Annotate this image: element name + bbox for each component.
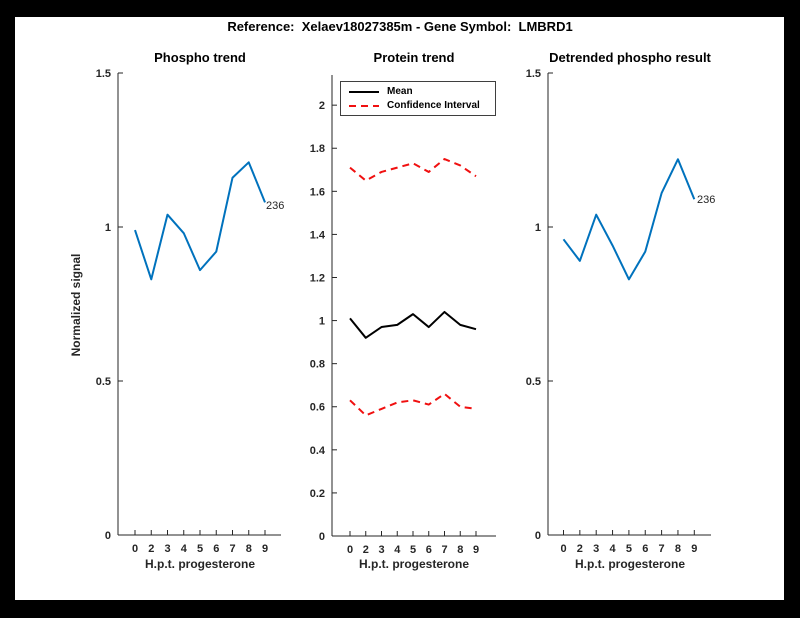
- y-tick-label: 1.4: [310, 229, 326, 241]
- data-line-detrended-phospho-signal: [562, 158, 696, 281]
- x-tick-label: 3: [378, 544, 384, 556]
- y-tick-label: 0.5: [526, 376, 541, 388]
- x-axis-label-2: H.p.t. progesterone: [358, 557, 469, 571]
- x-tick-label: 2: [363, 544, 369, 556]
- x-tick-label: 4: [394, 544, 401, 556]
- y-tick-label: 0: [535, 530, 541, 542]
- x-tick-label: 7: [441, 544, 447, 556]
- data-line-confidence-interval-upper: [349, 158, 477, 182]
- y-tick-label: 0: [105, 530, 111, 542]
- legend-line-sample-solid: [349, 90, 379, 93]
- x-tick-label: 9: [473, 544, 479, 556]
- y-tick-label: 1: [319, 316, 325, 328]
- x-tick-label: 6: [642, 543, 648, 555]
- y-tick-label: 1.5: [526, 68, 541, 80]
- y-tick-label: 1.2: [310, 272, 325, 284]
- y-tick-label: 0.2: [310, 488, 325, 500]
- endpoint-label-phospho: 236: [266, 200, 285, 212]
- y-tick-label: 0.4: [310, 445, 326, 457]
- y-tick-label: 0.8: [310, 359, 325, 371]
- x-tick-label: 9: [262, 543, 268, 555]
- x-tick-label: 5: [197, 543, 203, 555]
- y-tick-label: 1.8: [310, 143, 325, 155]
- subplot-title-phospho-trend: Phospho trend: [154, 50, 246, 65]
- legend-label-mean: Mean: [387, 86, 413, 97]
- endpoint-label-detrended: 236: [697, 194, 716, 206]
- data-line-confidence-interval-lower: [349, 392, 477, 417]
- legend-entry-mean: Mean: [349, 85, 495, 98]
- x-tick-label: 0: [132, 543, 138, 555]
- x-tick-label: 4: [181, 543, 188, 555]
- y-tick-label: 2: [319, 100, 325, 112]
- x-tick-label: 8: [457, 544, 463, 556]
- figure-title: Reference: Xelaev18027385m - Gene Symbol…: [227, 19, 573, 34]
- x-tick-label: 3: [164, 543, 170, 555]
- y-axis-label: Normalized signal: [69, 253, 83, 357]
- x-tick-label: 0: [560, 543, 566, 555]
- x-tick-label: 6: [213, 543, 219, 555]
- y-tick-label: 0.6: [310, 402, 325, 414]
- x-tick-label: 2: [148, 543, 154, 555]
- x-tick-label: 5: [410, 544, 416, 556]
- legend-line-sample-dashed: [349, 104, 379, 107]
- y-tick-label: 0: [319, 531, 325, 543]
- x-tick-label: 7: [659, 543, 665, 555]
- legend: Mean Confidence Interval: [340, 81, 496, 116]
- y-tick-label: 1.6: [310, 186, 325, 198]
- y-tick-label: 1: [535, 222, 541, 234]
- x-tick-label: 4: [609, 543, 616, 555]
- x-tick-label: 8: [675, 543, 681, 555]
- x-tick-label: 3: [593, 543, 599, 555]
- x-tick-label: 7: [229, 543, 235, 555]
- y-tick-label: 0.5: [96, 376, 111, 388]
- x-axis-label-1: H.p.t. progesterone: [144, 557, 255, 571]
- x-tick-label: 9: [691, 543, 697, 555]
- y-tick-label: 1.5: [96, 68, 111, 80]
- x-tick-label: 0: [347, 544, 353, 556]
- subplot-title-detrended-phospho: Detrended phospho result: [549, 50, 711, 65]
- data-line-mean: [349, 310, 477, 339]
- x-tick-label: 2: [577, 543, 583, 555]
- x-tick-label: 6: [426, 544, 432, 556]
- y-tick-label: 1: [105, 222, 111, 234]
- subplot-title-protein-trend: Protein trend: [373, 50, 455, 65]
- x-axis-label-3: H.p.t. progesterone: [574, 557, 685, 571]
- data-line-phospho-signal: [134, 161, 266, 281]
- x-tick-label: 8: [246, 543, 252, 555]
- x-tick-label: 5: [626, 543, 632, 555]
- legend-label-confidence-interval: Confidence Interval: [387, 100, 480, 111]
- legend-entry-confidence-interval: Confidence Interval: [349, 99, 495, 112]
